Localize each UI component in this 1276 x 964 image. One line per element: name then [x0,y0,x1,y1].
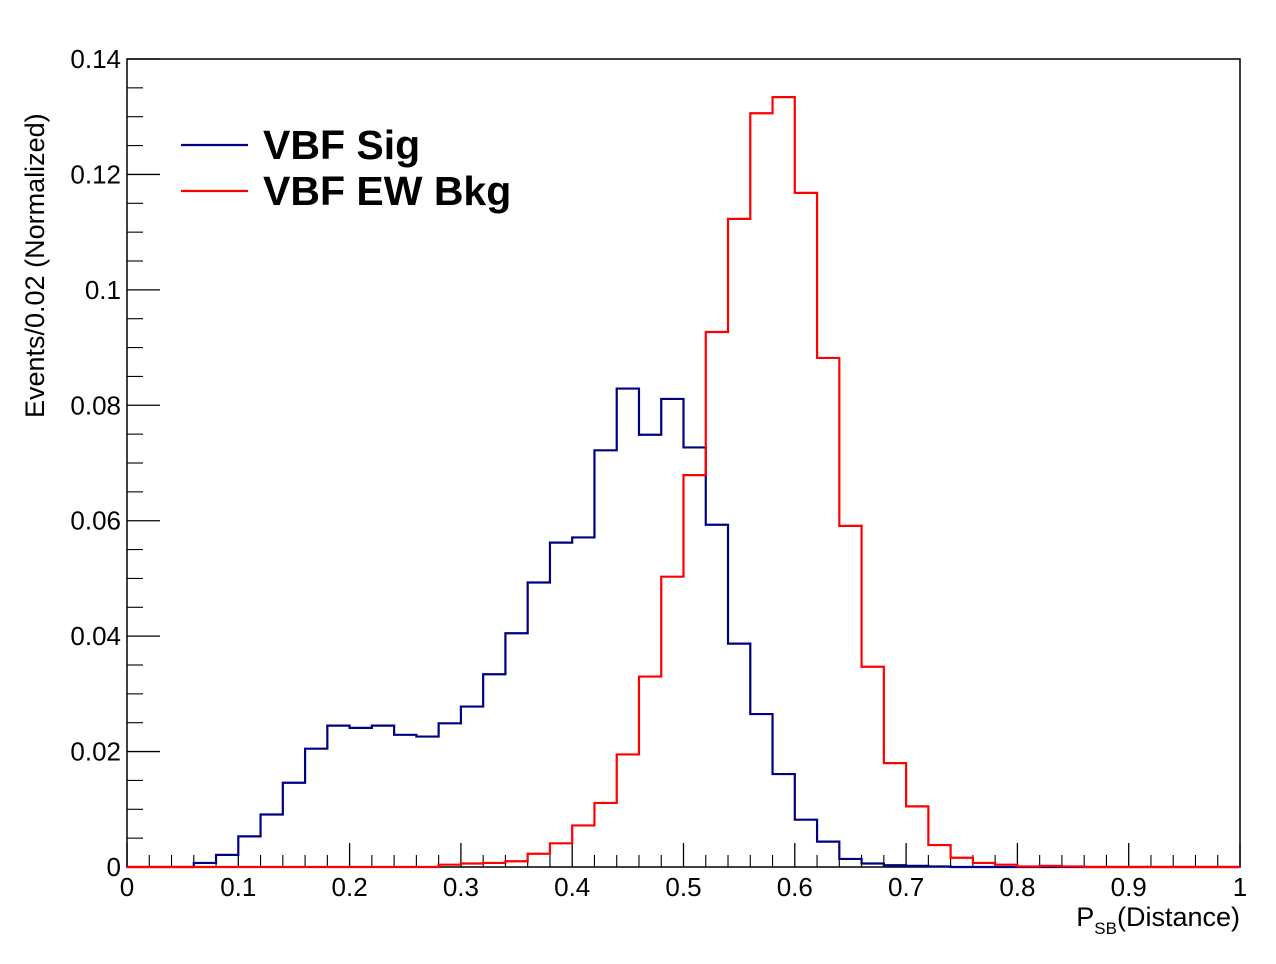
y-tick-label: 0.08 [70,390,121,420]
x-tick-label: 0.3 [443,872,479,902]
x-tick-label: 0.1 [220,872,256,902]
tick-labels: 0 0.1 0.2 0.3 0.4 0.5 0.6 0.7 0.8 0.9 1 0 0.02 0.04 0.… [70,44,1247,902]
axis-ticks [126,58,1241,868]
x-tick-label: 0.2 [332,872,368,902]
x-axis-title-suffix: (Distance) [1117,902,1240,932]
y-axis-title: Events/0.02 (Normalized) [20,113,50,418]
x-tick-label: 0.9 [1111,872,1147,902]
y-tick-label: 0 [107,852,121,882]
y-tick-label: 0.06 [70,506,121,536]
series-vbf-ew-bkg-histogram [127,95,1240,869]
y-tick-label: 0.04 [70,621,121,651]
y-tick-label: 0.14 [70,44,121,74]
x-tick-label: 0.7 [888,872,924,902]
x-axis-title: PSB(Distance) [1076,902,1240,938]
x-tick-label: 0.8 [999,872,1035,902]
legend-label-vbf-ew-bkg: VBF EW Bkg [263,168,511,214]
x-tick-label: 0.6 [777,872,813,902]
x-axis-title-main: P [1076,902,1094,932]
x-tick-label: 0 [120,872,134,902]
x-axis-title-subscript: SB [1094,919,1117,938]
x-tick-label: 0.4 [554,872,590,902]
legend-label-vbf-sig: VBF Sig [263,122,420,168]
x-tick-label: 1 [1233,872,1247,902]
y-tick-label: 0.1 [85,275,121,305]
series-vbf-sig-histogram [127,387,1240,869]
x-tick-label: 0.5 [665,872,701,902]
y-tick-label: 0.12 [70,159,121,189]
series-layer [127,95,1240,869]
y-tick-label: 0.02 [70,737,121,767]
